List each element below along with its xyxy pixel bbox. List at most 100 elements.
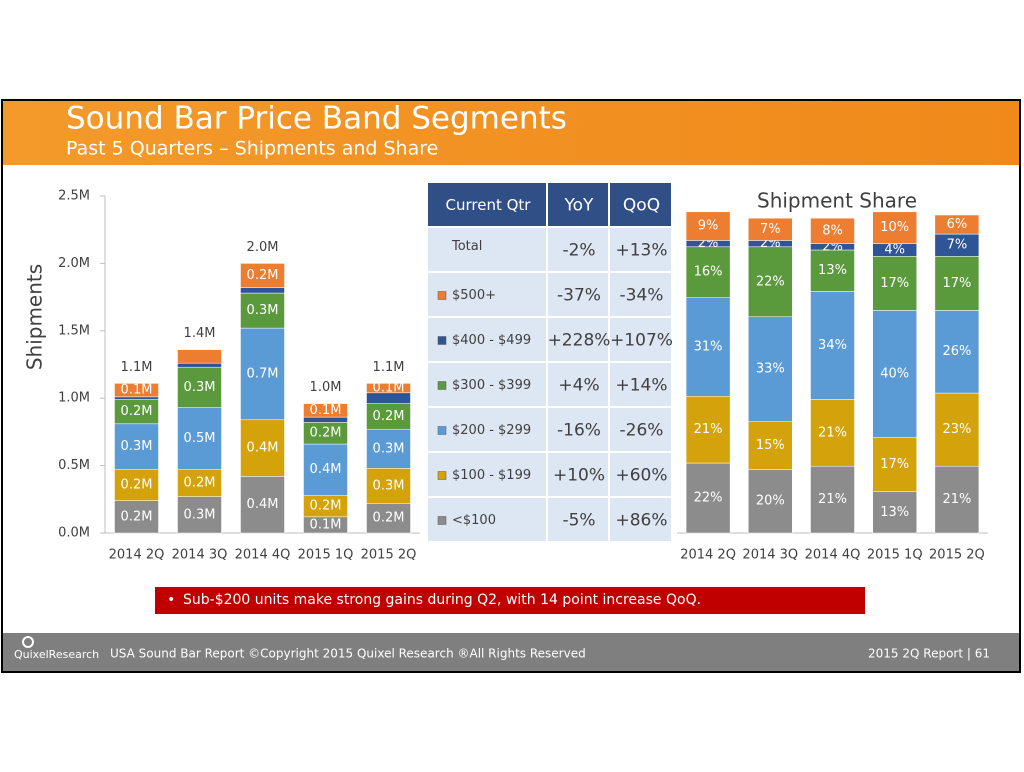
table-header-cell xyxy=(428,183,546,226)
bar-value-label: 0.3M xyxy=(373,441,405,456)
bar-value-label: 26% xyxy=(942,344,971,359)
footer-band xyxy=(3,633,1019,671)
bar-total-label: 2.0M xyxy=(247,240,279,255)
table-cell-text: +14% xyxy=(615,376,667,396)
bar-value-label: 0.2M xyxy=(310,499,342,514)
bar-value-label: 0.3M xyxy=(184,507,216,522)
bar-segment xyxy=(872,211,917,244)
x-tick-label: 2015 1Q xyxy=(298,548,354,563)
table-cell xyxy=(428,228,546,271)
x-tick-label: 2014 3Q xyxy=(172,548,228,563)
table-cell xyxy=(428,408,546,451)
table-cell xyxy=(548,363,608,406)
bar-segment xyxy=(934,392,980,467)
table-cell-text: -37% xyxy=(557,286,601,306)
bar-segment xyxy=(748,217,793,241)
table-header-text: QoQ xyxy=(623,196,660,216)
bar-total-label: 1.1M xyxy=(373,360,405,375)
y-tick-label: 0.0M xyxy=(58,526,90,541)
bar-value-label: 6% xyxy=(947,217,968,232)
bar-value-label: 0.2M xyxy=(310,426,342,441)
bar-segment xyxy=(240,476,285,534)
bar-value-label: 0.1M xyxy=(121,383,153,398)
bar-segment xyxy=(810,249,855,292)
footer-logo: QuixelResearch xyxy=(14,648,99,661)
y-tick-label: 0.5M xyxy=(58,458,90,473)
header-band xyxy=(3,101,1019,165)
table-cell-text: $500+ xyxy=(452,288,496,303)
bar-segment xyxy=(872,491,917,534)
bar-segment xyxy=(303,403,348,418)
table-cell xyxy=(428,363,546,406)
bar-value-label: 22% xyxy=(756,274,785,289)
table-header-text: YoY xyxy=(564,196,595,216)
x-tick-label: 2015 2Q xyxy=(929,548,985,563)
table-cell xyxy=(610,498,671,541)
logo-icon xyxy=(22,636,34,648)
bar-segment xyxy=(685,211,731,241)
table-header-cell xyxy=(548,183,608,226)
bar-value-label: 0.3M xyxy=(373,478,405,493)
table-cell-text: $200 - $299 xyxy=(452,423,531,438)
price-table: Current Qtr YoY QoQ Total -2% +13% $500+ -37% -3… xyxy=(428,183,673,541)
footer-copyright: USA Sound Bar Report ©Copyright 2015 Qui… xyxy=(110,647,586,661)
table-cell-text: -5% xyxy=(562,511,595,531)
table-cell-text: +60% xyxy=(615,466,667,486)
table-swatch xyxy=(437,516,447,525)
bar-value-label: 10% xyxy=(880,220,909,235)
x-tick-label: 2015 1Q xyxy=(867,548,923,563)
table-cell-text: Total xyxy=(451,239,482,254)
bar-segment xyxy=(366,468,411,504)
table-cell xyxy=(610,453,671,496)
table-cell xyxy=(610,318,671,361)
table-cell-text: $100 - $199 xyxy=(452,468,531,483)
y-tick-label: 1.5M xyxy=(58,323,90,338)
bar-value-label: 0.1M xyxy=(310,517,342,532)
bar-value-label: 33% xyxy=(756,362,785,377)
bar-value-label: 0.1M xyxy=(373,381,405,396)
table-cell-text: -2% xyxy=(562,241,595,261)
y-tick-label: 2.5M xyxy=(58,189,90,204)
bar-value-label: 34% xyxy=(818,338,847,353)
table-cell-text: +13% xyxy=(615,241,667,261)
table-cell-text: +86% xyxy=(615,511,667,531)
bar-value-label: 0.3M xyxy=(247,303,279,318)
bar-value-label: 21% xyxy=(818,492,847,507)
bar-segment xyxy=(240,263,285,288)
share-chart-title: Shipment Share xyxy=(757,189,917,213)
bar-value-label: 0.4M xyxy=(247,497,279,512)
bar-segment xyxy=(303,443,348,496)
table-cell xyxy=(610,228,671,271)
bar-value-label: 0.2M xyxy=(373,511,405,526)
bar-segment xyxy=(748,316,793,422)
bar-value-label: 17% xyxy=(880,457,909,472)
table-header-text: Current Qtr xyxy=(446,196,532,214)
bar-value-label: 0.3M xyxy=(184,380,216,395)
bar-value-label: 13% xyxy=(818,263,847,278)
table-cell xyxy=(548,273,608,316)
table-cell-text: -26% xyxy=(620,421,664,441)
bar-value-label: 13% xyxy=(880,505,909,520)
bar-segment xyxy=(177,469,222,497)
bar-segment xyxy=(810,399,855,467)
bar-segment xyxy=(685,396,731,464)
bar-total-label: 1.1M xyxy=(121,360,153,375)
table-cell-text: -34% xyxy=(620,286,664,306)
bar-value-label: 0.2M xyxy=(121,478,153,493)
bar-value-label: 0.3M xyxy=(121,439,153,454)
table-cell xyxy=(428,318,546,361)
table-cell-text: +107% xyxy=(610,331,673,351)
table-cell-text: -16% xyxy=(557,421,601,441)
y-axis-title: Shipments xyxy=(23,264,47,370)
y-tick-label: 2.0M xyxy=(58,256,90,271)
table-cell-text: $400 - $499 xyxy=(452,333,531,348)
bar-value-label: 0.5M xyxy=(184,431,216,446)
bar-value-label: 20% xyxy=(756,494,785,509)
bar-segment xyxy=(177,362,222,368)
bar-segment xyxy=(240,327,285,421)
table-swatch xyxy=(437,471,447,480)
table-cell xyxy=(548,498,608,541)
bar-segment xyxy=(366,403,411,430)
table-cell xyxy=(428,273,546,316)
bar-value-label: 23% xyxy=(942,422,971,437)
